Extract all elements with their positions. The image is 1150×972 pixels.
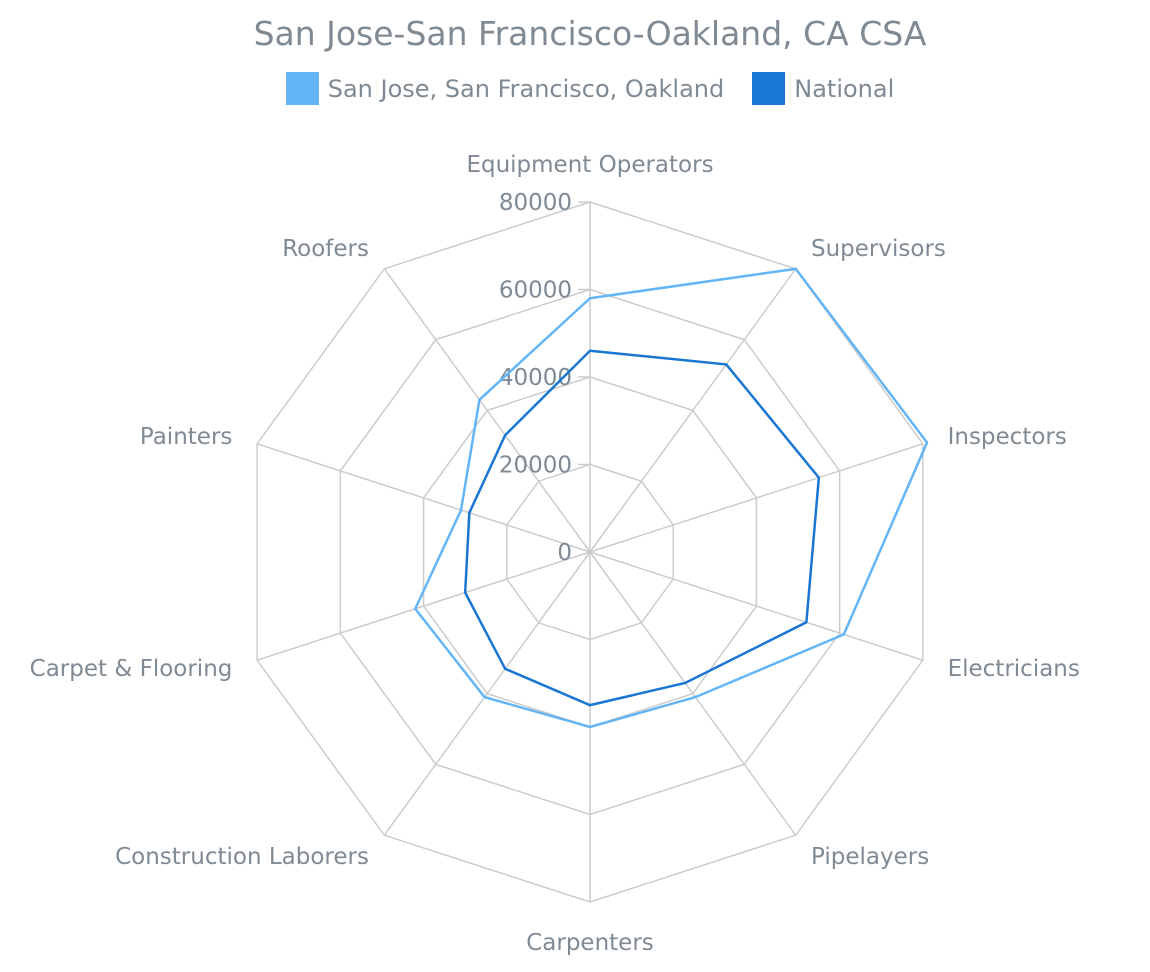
tick-label-0: 0 [557, 540, 572, 566]
category-label-4: Pipelayers [811, 844, 929, 870]
legend-item-series-0[interactable]: San Jose, San Francisco, Oakland [285, 72, 725, 105]
spoke-7 [256, 551, 591, 661]
spoke-4 [589, 551, 797, 836]
tick-label-3: 60000 [499, 278, 572, 304]
legend-item-series-1[interactable]: National [752, 72, 894, 105]
spoke-1 [589, 268, 797, 553]
legend-swatch-series-0 [285, 72, 319, 105]
series-line-0 [413, 267, 929, 729]
spoke-3 [589, 551, 924, 661]
spoke-2 [589, 443, 924, 553]
chart-title: San Jose-San Francisco-Oakland, CA CSA [253, 14, 927, 53]
spoke-8 [256, 443, 591, 553]
category-label-9: Roofers [282, 236, 369, 262]
category-label-1: Supervisors [811, 236, 946, 262]
category-label-5: Carpenters [526, 930, 654, 956]
legend-label-series-1: National [794, 74, 895, 103]
category-label-7: Carpet & Flooring [30, 656, 233, 682]
category-label-3: Electricians [948, 656, 1080, 682]
legend: San Jose, San Francisco, Oakland Nationa… [0, 72, 1150, 105]
spoke-9 [383, 268, 591, 553]
category-label-2: Inspectors [948, 424, 1067, 450]
category-label-0: Equipment Operators [466, 152, 713, 178]
series-line-1 [463, 349, 821, 707]
legend-label-series-0: San Jose, San Francisco, Oakland [327, 74, 725, 103]
legend-swatch-series-1 [752, 72, 786, 105]
category-label-8: Painters [140, 424, 233, 450]
spoke-6 [383, 551, 591, 836]
tick-label-1: 20000 [499, 453, 572, 479]
category-label-6: Construction Laborers [115, 844, 369, 870]
tick-label-4: 80000 [499, 190, 572, 216]
